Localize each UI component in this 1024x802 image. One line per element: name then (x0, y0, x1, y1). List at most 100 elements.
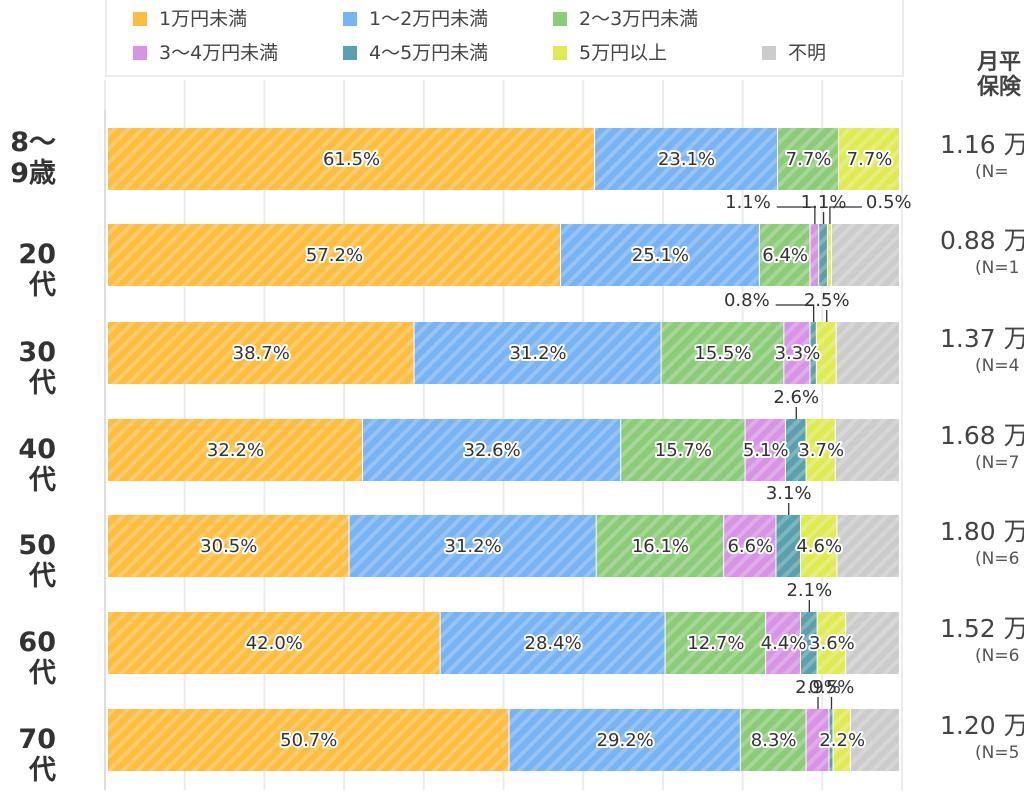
data-label: 3.6% (809, 633, 855, 654)
bar-segment-texture (778, 128, 840, 190)
bar-segment-texture (839, 128, 900, 190)
bar-segment-texture (833, 709, 851, 771)
bar-segment-texture (108, 224, 562, 286)
bar-segment-texture (831, 224, 900, 286)
bar-segment-texture (740, 709, 807, 771)
bar-segment-texture (440, 612, 666, 674)
data-label: 31.2% (445, 536, 502, 557)
data-label: 4.4% (761, 633, 807, 654)
legend-item: 5万円以上 (553, 38, 667, 65)
bar-segment-texture (665, 612, 767, 674)
sample-size: (N=4 (975, 356, 1020, 376)
bar-segment-texture (846, 612, 900, 674)
bar-segment-texture (759, 224, 811, 286)
bars (108, 128, 901, 771)
row-label: 50代 (18, 529, 56, 592)
leader-line (775, 304, 815, 322)
data-label: 23.1% (658, 149, 715, 170)
bar-segment-texture (108, 128, 596, 190)
average-header-line-1: 月平 (977, 50, 1022, 75)
data-label: 0.5% (809, 677, 855, 698)
bar-segment-texture (108, 515, 350, 577)
data-label: 0.5% (866, 192, 912, 213)
bar-segment-texture (766, 612, 801, 674)
row-label: 20代 (18, 238, 56, 301)
legend-label: 5万円以上 (579, 42, 668, 64)
data-label: 28.4% (525, 633, 582, 654)
data-label: 0.8% (724, 290, 770, 311)
bar-segment-texture (621, 419, 746, 481)
bar-segment-texture (108, 612, 441, 674)
legend-item: 1万円未満 (133, 4, 247, 31)
legend-label: 不明 (788, 42, 827, 64)
data-label: 61.5% (323, 149, 380, 170)
data-label: 4.6% (796, 536, 842, 557)
legend-label: 3〜4万円未満 (159, 42, 279, 64)
average-value: 1.68 万 (940, 421, 1024, 450)
row-label: 70代 (18, 723, 56, 786)
legend (105, 0, 904, 77)
data-label: 7.7% (847, 149, 893, 170)
data-labels: 61.5% 23.1% 7.7% 7.7% 57.2% 25.1% 6.4% 1.1% 1.1%… (198, 147, 912, 753)
bar-segment-texture (801, 515, 838, 577)
data-label: 2.1% (786, 580, 832, 601)
bar-segment-texture (829, 709, 834, 771)
row-label: 8〜 9歳 (10, 127, 56, 189)
sample-size: (N=6 (975, 549, 1020, 569)
legend-item: 3〜4万円未満 (133, 38, 278, 65)
bar-segment-texture (108, 322, 415, 384)
legend-item: 不明 (762, 38, 826, 65)
bar-segment-texture (810, 224, 820, 286)
data-label: 32.6% (464, 440, 521, 461)
legend-swatch (553, 12, 567, 26)
data-label: 31.2% (509, 343, 566, 364)
data-label: 3.7% (798, 440, 844, 461)
bar-segment-texture (816, 322, 837, 384)
bar-segment-texture (108, 709, 510, 771)
average-value: 1.52 万 (940, 614, 1024, 643)
data-label: 57.2% (306, 245, 363, 266)
bar-segment-texture (835, 419, 900, 481)
data-label: 50.7% (280, 730, 337, 751)
sample-size: (N=6 (975, 646, 1020, 666)
data-label: 42.0% (246, 633, 303, 654)
legend-label: 1〜2万円未満 (369, 8, 489, 30)
data-label: 25.1% (632, 245, 689, 266)
row-label: 30代 (18, 336, 56, 399)
data-label: 2.9% (795, 677, 841, 698)
average-value: 1.37 万 (940, 324, 1024, 353)
legend-swatch (762, 46, 776, 60)
data-label: 1.1% (801, 192, 847, 213)
bar-segment-texture (836, 322, 900, 384)
average-header-line-2: 保険 (977, 75, 1022, 100)
sample-size: (N=5 (975, 743, 1020, 763)
legend-swatch (343, 12, 357, 26)
bar-segment-texture (661, 322, 785, 384)
data-label: 32.2% (207, 440, 264, 461)
bar-segment-texture (806, 419, 836, 481)
bar-segment-texture (108, 419, 364, 481)
bar-segment-texture (509, 709, 741, 771)
legend-label: 4〜5万円未満 (369, 42, 489, 64)
legend-label: 1万円未満 (159, 8, 248, 30)
bar-segment-texture (837, 515, 900, 577)
data-label: 3.3% (775, 343, 821, 364)
data-label: 6.6% (727, 536, 773, 557)
legend-swatch (133, 46, 147, 60)
data-label: 7.7% (786, 149, 832, 170)
legend-item: 2〜3万円未満 (553, 4, 698, 31)
bar-segment-texture (819, 224, 828, 286)
bar-segment-texture (724, 515, 777, 577)
bar-segment-texture (785, 419, 807, 481)
bar-segment-texture (801, 612, 818, 674)
data-label: 12.7% (687, 633, 744, 654)
data-label: 15.5% (694, 343, 751, 364)
bar-segment-texture (810, 322, 817, 384)
data-label: 1.1% (725, 192, 771, 213)
bar-segment-texture (827, 224, 832, 286)
data-label: 15.7% (655, 440, 712, 461)
row-label: 40代 (18, 433, 56, 496)
data-label: 3.1% (766, 483, 812, 504)
bar-segment-texture (745, 419, 786, 481)
